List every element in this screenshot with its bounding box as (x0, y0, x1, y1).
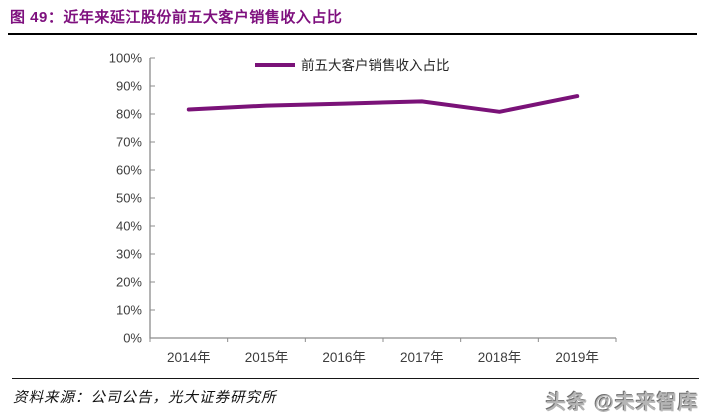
y-axis-label: 10% (116, 303, 142, 318)
x-axis-label: 2017年 (400, 350, 444, 365)
x-axis-label: 2014年 (167, 350, 211, 365)
y-axis-label: 50% (116, 191, 142, 206)
y-axis-label: 40% (116, 219, 142, 234)
title-divider (8, 33, 697, 35)
x-axis-label: 2019年 (555, 350, 599, 365)
y-axis-label: 0% (123, 331, 142, 346)
figure-title: 图 49：近年来延江股份前五大客户销售收入占比 (10, 9, 343, 26)
source-note: 资料来源：公司公告，光大证券研究所 (13, 390, 277, 406)
y-axis-label: 30% (116, 247, 142, 262)
watermark: 头条 @未来智库 (545, 392, 699, 414)
y-axis-label: 90% (116, 79, 142, 94)
y-axis-label: 70% (116, 135, 142, 150)
y-axis-label: 20% (116, 275, 142, 290)
x-axis-label: 2016年 (322, 350, 366, 365)
line-chart: 0% 10% 20% 30% 40% 50% 60% 70% 80% 90% 100% 2014年 20… (109, 51, 617, 365)
y-axis-label: 60% (116, 163, 142, 178)
y-axis-label: 80% (116, 107, 142, 122)
axis-lines (149, 58, 616, 339)
footer-divider (12, 378, 699, 379)
y-axis-label: 100% (109, 51, 143, 66)
x-axis-label: 2015年 (245, 350, 289, 365)
chart-area: 0% 10% 20% 30% 40% 50% 60% 70% 80% 90% 100% 2014年 20… (0, 50, 705, 375)
x-axis-label: 2018年 (478, 350, 522, 365)
series-line (186, 94, 580, 114)
legend-label: 前五大客户销售收入占比 (301, 57, 450, 73)
